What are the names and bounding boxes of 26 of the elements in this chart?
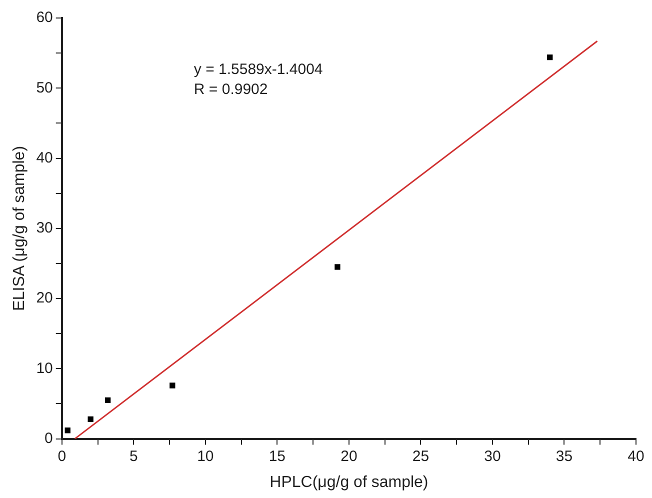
y-tick-label: 60: [36, 9, 53, 26]
x-tick-label: 20: [340, 448, 358, 465]
y-tick-label: 0: [44, 430, 53, 447]
y-tick-label: 40: [36, 149, 53, 166]
x-tick-label: 10: [197, 448, 214, 465]
point: [88, 416, 94, 422]
y-tick-label: 10: [36, 360, 53, 377]
x-axis-title: HPLC(μg/g of sample): [270, 474, 428, 491]
y-tick-label: 20: [36, 290, 53, 307]
x-tick-label: 5: [129, 448, 138, 465]
point: [547, 54, 553, 60]
x-tick-label: 40: [628, 448, 644, 465]
annotation: y = 1.5589x-1.4004: [194, 60, 323, 80]
point: [64, 428, 70, 434]
y-tick-label: 30: [36, 220, 53, 237]
y-axis-title: ELISA (μg/g of sample): [11, 146, 28, 311]
annotation: R = 0.9902: [194, 80, 269, 100]
x-tick-label: 15: [268, 448, 286, 465]
y-tick-label: 50: [36, 79, 53, 96]
point: [334, 264, 340, 270]
x-tick-label: 35: [556, 448, 573, 465]
x-tick-label: 25: [412, 448, 430, 465]
point: [170, 382, 176, 388]
x-tick-label: 30: [484, 448, 501, 465]
point: [104, 397, 111, 404]
x-tick-label: 0: [58, 448, 66, 465]
